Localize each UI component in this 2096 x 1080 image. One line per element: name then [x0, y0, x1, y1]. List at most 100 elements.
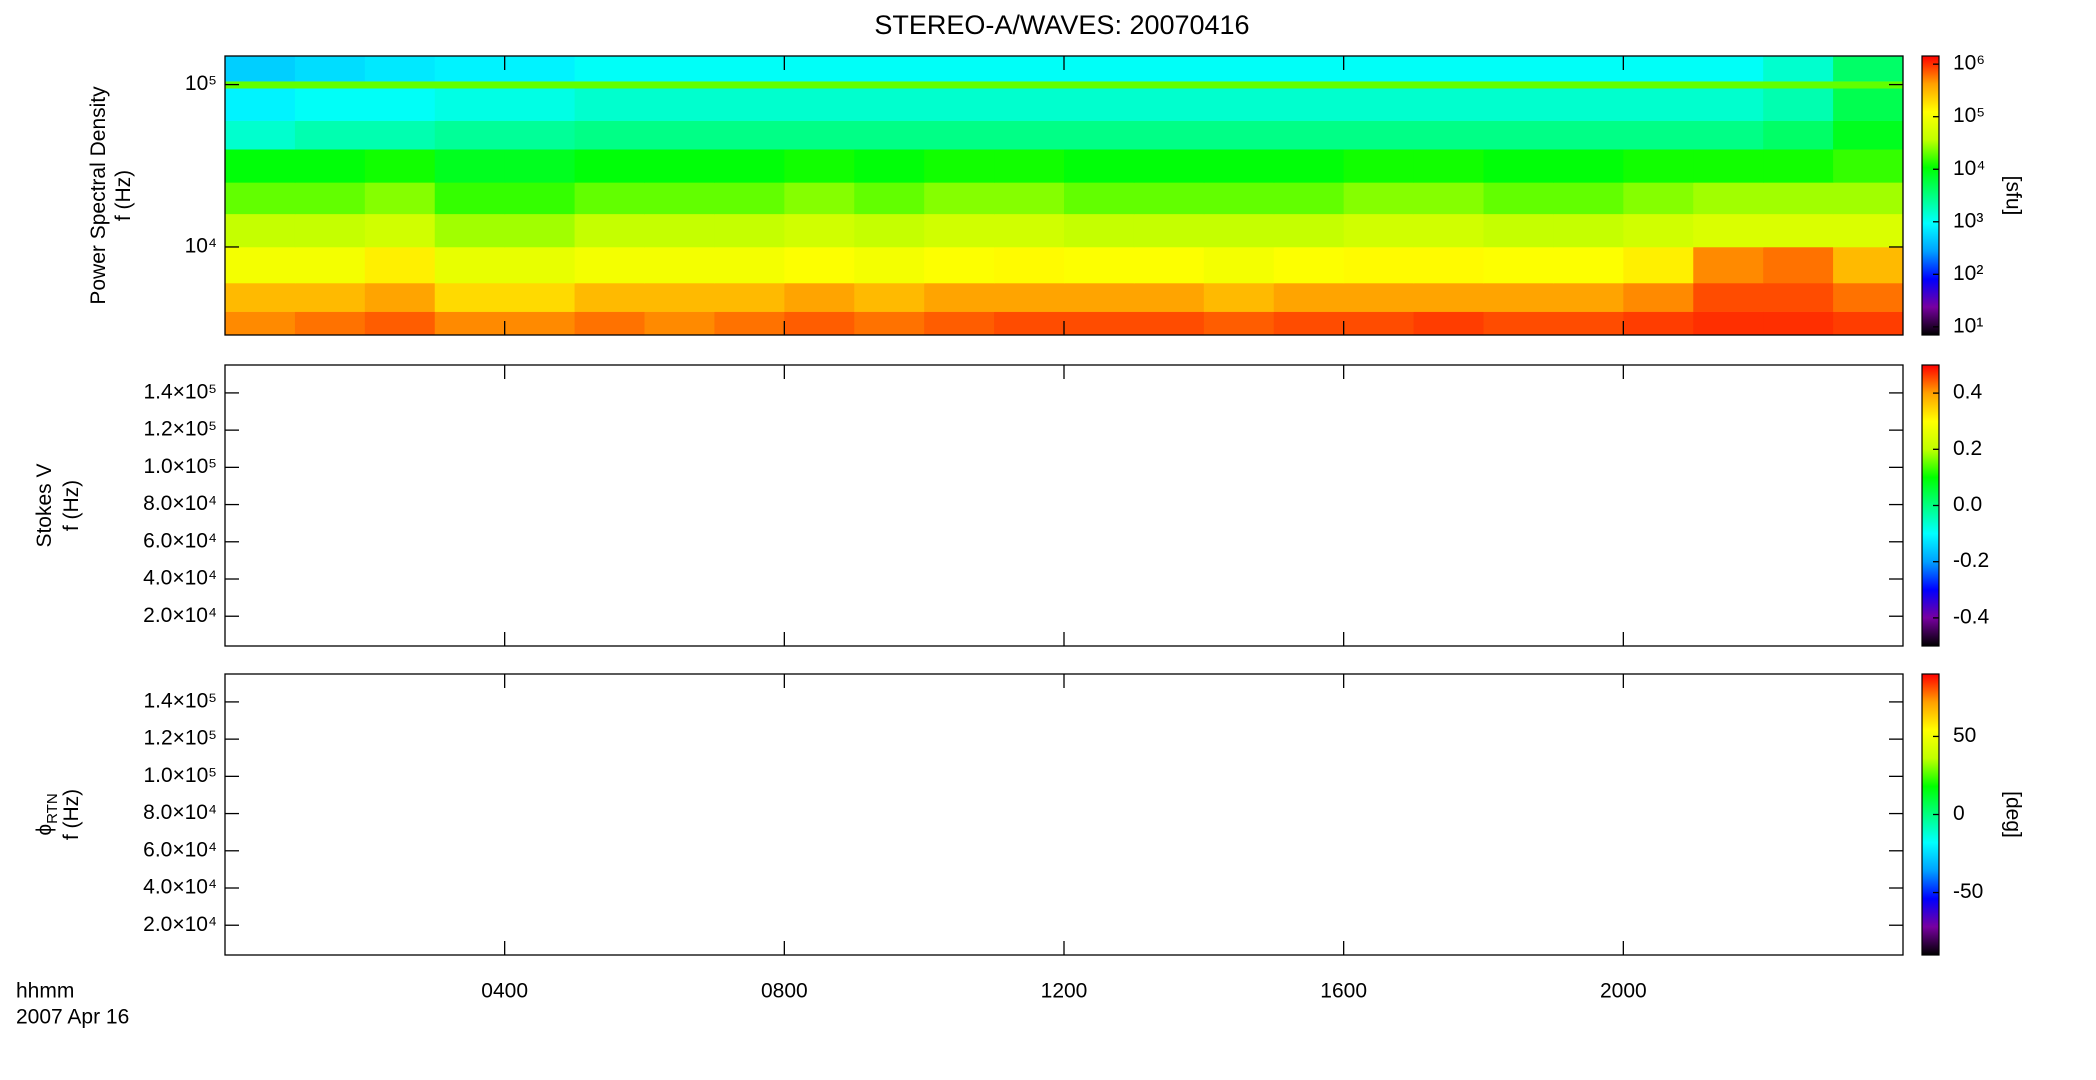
- spectrogram-cell: [854, 213, 925, 248]
- y-tick-label: 1.2×10⁵: [143, 418, 217, 441]
- spectrogram-cell: [1064, 246, 1135, 284]
- spectrogram-cell: [644, 81, 715, 89]
- spectrogram-cell: [1483, 311, 1554, 336]
- spectrogram-cell: [1553, 56, 1624, 82]
- colorbar: [1921, 55, 1940, 336]
- y-tick-label: 4.0×10⁴: [143, 567, 217, 590]
- spectrogram-cell: [1623, 56, 1694, 82]
- y-tick-label: 6.0×10⁴: [143, 529, 217, 552]
- spectrogram-cell: [1133, 81, 1205, 89]
- colorbar-tick-label: -50: [1953, 880, 1983, 903]
- spectrogram-cell: [1064, 213, 1135, 248]
- spectrogram-cell: [1483, 88, 1554, 121]
- spectrogram-cell: [364, 213, 436, 248]
- spectrogram-cell: [1203, 282, 1275, 312]
- spectrogram-cell: [994, 182, 1065, 215]
- spectrogram-cell: [924, 120, 995, 150]
- spectrogram-cell: [434, 246, 506, 284]
- spectrogram-cell: [994, 56, 1065, 82]
- spectrogram-cell: [294, 81, 366, 89]
- y-tick-label: 1.0×10⁵: [143, 455, 217, 478]
- spectrogram-cell: [364, 56, 436, 82]
- spectrogram-cell: [574, 56, 645, 82]
- spectrogram-cell: [1483, 182, 1554, 215]
- spectrogram-cell: [225, 213, 296, 248]
- spectrogram-cell: [1343, 81, 1415, 89]
- spectrogram-cell: [784, 182, 855, 215]
- spectrogram-cell: [1833, 120, 1904, 150]
- spectrogram-cell: [364, 282, 436, 312]
- spectrogram-cell: [1413, 182, 1484, 215]
- spectrogram-cell: [994, 282, 1065, 312]
- y-tick-label: 6.0×10⁴: [143, 838, 217, 861]
- spectrogram-cell: [854, 311, 925, 336]
- spectrogram-cell: [644, 282, 715, 312]
- spectrogram-cell: [434, 120, 506, 150]
- spectrogram-cell: [1133, 120, 1205, 150]
- spectrogram-cell: [1064, 182, 1135, 215]
- x-tick-label: 0800: [761, 980, 808, 1003]
- spectrogram-cell: [434, 81, 506, 89]
- spectrogram-cell: [784, 149, 855, 183]
- spectrogram-cell: [1693, 282, 1764, 312]
- spectrogram-cell: [1763, 56, 1834, 82]
- spectrogram-cell: [1763, 88, 1834, 121]
- y-tick-label: 10⁵: [185, 72, 217, 95]
- spectrogram-cell: [1133, 246, 1205, 284]
- spectrogram-cell: [784, 246, 855, 284]
- colorbar-label: [deg]: [2001, 791, 2024, 838]
- spectrogram-cell: [994, 213, 1065, 248]
- spectrogram-cell: [784, 56, 855, 82]
- spectrogram-cell: [1343, 56, 1415, 82]
- y-axis-label: Power Spectral Density: [87, 86, 110, 305]
- colorbar-tick-label: 50: [1953, 724, 1976, 747]
- y-tick-label: 8.0×10⁴: [143, 801, 217, 824]
- spectrogram-cell: [1763, 282, 1834, 312]
- spectrogram-cell: [1343, 246, 1415, 284]
- spectrogram-cell: [1343, 182, 1415, 215]
- spectrogram-cell: [1343, 282, 1415, 312]
- y-tick-label: 1.0×10⁵: [143, 764, 217, 787]
- spectrogram-cell: [644, 213, 715, 248]
- spectrogram-cell: [924, 182, 995, 215]
- spectrogram-cell: [225, 81, 296, 89]
- spectrogram-cell: [1273, 81, 1345, 89]
- spectrogram-cell: [644, 246, 715, 284]
- spectrogram-cell: [1273, 213, 1345, 248]
- spectrogram-cell: [644, 56, 715, 82]
- spectrogram-cell: [434, 311, 506, 336]
- spectrogram-cell: [1553, 120, 1624, 150]
- spectrogram-cell: [714, 120, 785, 150]
- spectrogram-cell: [1133, 311, 1205, 336]
- spectrogram-cell: [225, 88, 296, 121]
- spectrogram-cell: [294, 120, 366, 150]
- colorbar-label: [sfu]: [2001, 176, 2024, 216]
- y-tick-label: 2.0×10⁴: [143, 913, 217, 936]
- y-axis-label-text: f (Hz): [112, 170, 135, 221]
- spectrogram-cell: [1623, 282, 1694, 312]
- spectrogram-cell: [784, 311, 855, 336]
- spectrogram-cell: [574, 120, 645, 150]
- spectrogram-cell: [1833, 246, 1904, 284]
- spectrogram-cell: [1343, 88, 1415, 121]
- spectrogram-cell: [1273, 182, 1345, 215]
- spectrogram-cell: [504, 149, 576, 183]
- spectrogram-cell: [1623, 213, 1694, 248]
- spectrogram-cell: [924, 88, 995, 121]
- x-tick-label: 1600: [1320, 980, 1367, 1003]
- spectrogram-cell: [1623, 149, 1694, 183]
- spectrogram-cell: [1763, 182, 1834, 215]
- spectrogram-cell: [1553, 88, 1624, 121]
- spectrogram-cell: [1553, 282, 1624, 312]
- spectrogram-cell: [504, 311, 576, 336]
- spectrogram-cell: [1693, 246, 1764, 284]
- spectrogram-cell: [854, 120, 925, 150]
- spectrogram-cell: [434, 282, 506, 312]
- spectrogram-cell: [1343, 120, 1415, 150]
- spectrogram-cell: [1064, 120, 1135, 150]
- spectrogram-cell: [1203, 81, 1275, 89]
- spectrogram-cell: [1203, 56, 1275, 82]
- spectrogram-cell: [1413, 120, 1484, 150]
- spectrogram-cell: [1343, 311, 1415, 336]
